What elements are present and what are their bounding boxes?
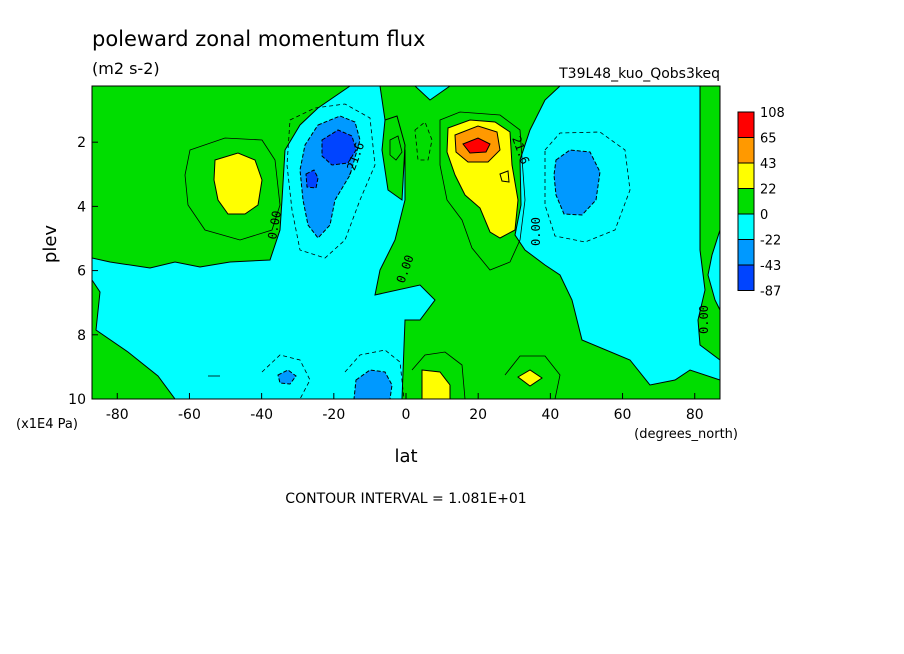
contour-label: 0.00 [529, 217, 543, 246]
south-negative-contour [286, 103, 376, 259]
colorbar-swatch [737, 213, 755, 240]
x-tick-label: 20 [469, 407, 487, 423]
south-surface-negative-contour [261, 354, 311, 400]
colorbar-swatch [737, 162, 755, 189]
colorbar-label: 0 [760, 208, 768, 223]
y-axis-label: plev [40, 225, 61, 264]
x-axis-label: lat [394, 446, 417, 467]
north-negative-contour [544, 131, 631, 243]
south-surface-negative-contour-inner [344, 349, 405, 400]
colorbar-swatch [737, 239, 755, 266]
north-negative-core [553, 149, 601, 216]
y-tick-label: 10 [68, 392, 86, 408]
south-small-negative-core [305, 169, 319, 189]
south-surface-small-negative-core [277, 369, 297, 385]
colorbar-swatch [737, 264, 755, 291]
colorbar-label: 43 [760, 157, 777, 172]
north-surface-positive-contour-2 [504, 355, 561, 400]
colorbar-swatch [737, 111, 755, 138]
colorbar-label: 65 [760, 132, 777, 147]
colorbar-label: -43 [760, 259, 781, 274]
equatorial-positive-contour [389, 135, 403, 161]
colorbar-label: 108 [760, 106, 785, 121]
y-tick-label: 6 [77, 264, 86, 280]
chart-units: (m2 s-2) [92, 59, 160, 78]
y-tick-label: 2 [77, 135, 86, 151]
contour-label: 0.00 [697, 305, 711, 334]
contour-label: 0.00 [265, 210, 284, 241]
y-tick-label: 8 [77, 328, 86, 344]
north-small-yellow-core [517, 369, 543, 387]
negative-cores [277, 115, 601, 400]
colorbar-label: 22 [760, 183, 777, 198]
colorbar-label: -87 [760, 285, 781, 300]
north-positive-contour [439, 111, 526, 271]
colorbar-swatch [737, 188, 755, 215]
plot-area: 0.00 -21.6 0.00 21.6 0.00 0.00 [91, 85, 721, 400]
south-positive-contour [184, 137, 281, 241]
contour-interval-note: CONTOUR INTERVAL = 1.081E+01 [285, 491, 526, 507]
x-axis: -80 -60 -40 -20 0 20 40 60 80 [106, 393, 704, 423]
x-axis-units: (degrees_north) [634, 427, 738, 442]
north-small-upper-yellow-core [499, 170, 510, 183]
chart-title: poleward zonal momentum flux [92, 27, 425, 51]
x-tick-label: -40 [250, 407, 273, 423]
south-strong-negative-core [321, 129, 357, 166]
run-label: T39L48_kuo_Qobs3keq [558, 66, 720, 82]
x-tick-label: 0 [402, 407, 411, 423]
x-tick-label: 60 [614, 407, 632, 423]
colorbar: 108 65 43 22 0 -22 -43 -87 [737, 106, 785, 300]
thin-contours [184, 103, 631, 400]
north-surface-yellow-core [421, 369, 451, 400]
positive-cores [213, 119, 543, 400]
north-surface-positive-contour [411, 351, 466, 400]
x-tick-label: -80 [106, 407, 129, 423]
north-red-core [462, 137, 491, 154]
colorbar-label: -22 [760, 234, 781, 249]
y-axis: 2 4 6 8 10 [68, 135, 98, 408]
x-tick-label: 40 [541, 407, 559, 423]
x-tick-label: -20 [322, 407, 345, 423]
y-tick-label: 4 [77, 199, 86, 215]
x-tick-label: 80 [686, 407, 704, 423]
south-yellow-core [213, 152, 263, 215]
equatorial-contour [414, 121, 433, 161]
x-tick-label: -60 [178, 407, 201, 423]
y-axis-units: (x1E4 Pa) [16, 417, 78, 432]
colorbar-swatch [737, 137, 755, 164]
